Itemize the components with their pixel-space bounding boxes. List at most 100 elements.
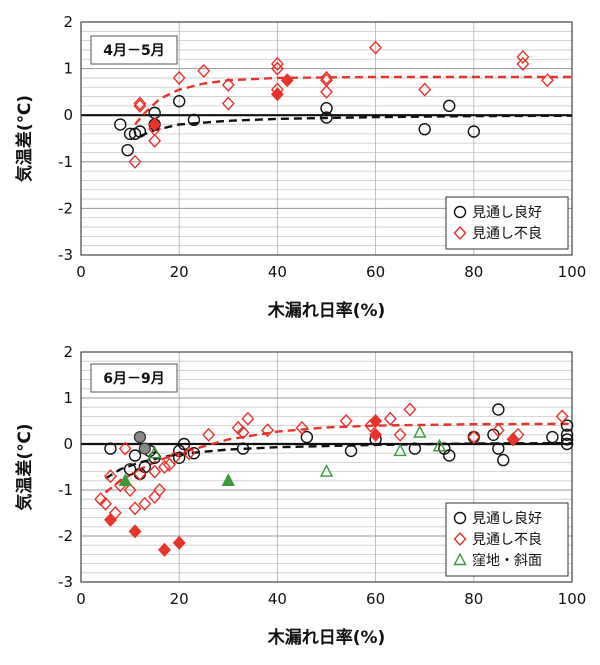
data-point-triangle (432, 438, 447, 452)
data-point-diamond-filled (148, 117, 162, 132)
data-point-circle (560, 419, 574, 432)
data-point-diamond-filled (158, 542, 171, 557)
legend-label: 見通し不良 (472, 226, 542, 242)
data-point-diamond (99, 496, 112, 511)
data-point-circle (172, 95, 186, 108)
data-point-diamond-filled (280, 73, 294, 88)
legend-label: 見通し良好 (472, 511, 542, 527)
x-tick-label: 100 (558, 590, 587, 608)
data-point-circle (492, 442, 505, 455)
x-tick-label: 80 (464, 263, 483, 281)
legend-box (445, 196, 569, 250)
data-point-circle (187, 447, 201, 460)
data-point-circle (497, 453, 510, 467)
plot-border (80, 21, 573, 256)
data-point-circle (104, 442, 117, 455)
data-point-diamond (393, 427, 407, 442)
data-point-triangle (393, 443, 407, 457)
x-axis-label: 木漏れ日率(%) (267, 300, 386, 321)
data-point-circle (114, 118, 127, 131)
data-point-diamond (172, 70, 186, 85)
data-point-triangle-filled (221, 473, 235, 486)
plot-border (80, 351, 573, 583)
data-point-diamond (516, 56, 530, 71)
data-point-diamond (236, 425, 250, 440)
x-tick-label: 80 (464, 590, 483, 608)
y-tick-label: -2 (58, 199, 73, 217)
data-point-diamond (516, 49, 530, 64)
y-tick-label: -3 (58, 246, 73, 264)
trend-line (104, 441, 573, 480)
data-point-circle (121, 143, 134, 157)
data-point-circle-filled (138, 442, 151, 455)
period-title: 6月－9月 (103, 371, 164, 387)
data-point-circle (177, 437, 191, 451)
period-title-box (90, 363, 178, 393)
data-point-triangle-filled (118, 473, 132, 486)
data-point-diamond (197, 63, 211, 78)
data-point-circle (408, 442, 422, 455)
data-point-diamond (403, 402, 417, 417)
data-point-diamond-filled (369, 413, 383, 429)
x-tick-label: 20 (170, 263, 189, 281)
data-point-diamond-filled (104, 512, 117, 527)
data-point-diamond (491, 423, 505, 438)
data-point-circle (300, 430, 314, 444)
data-point-circle (467, 125, 480, 138)
data-point-circle (492, 403, 505, 416)
trend-line (104, 422, 573, 494)
data-point-diamond (138, 496, 152, 511)
y-tick-label: 0 (63, 435, 73, 453)
x-tick-label: 100 (558, 263, 587, 281)
data-point-diamond (167, 450, 181, 465)
data-point-circle (560, 428, 574, 441)
data-point-diamond (221, 96, 235, 111)
data-point-circle (418, 122, 431, 136)
data-point-diamond (158, 459, 171, 475)
data-point-diamond (261, 423, 275, 438)
data-point-circle (172, 451, 186, 464)
x-tick-label: 40 (268, 590, 287, 608)
data-point-diamond (383, 411, 397, 426)
y-tick-label: -3 (58, 573, 73, 591)
data-point-circle (560, 437, 574, 451)
y-axis-label: 気温差(℃) (14, 423, 35, 511)
trend-line (134, 75, 572, 126)
data-point-circle (453, 205, 467, 219)
data-point-diamond (221, 77, 235, 92)
data-point-diamond (320, 70, 333, 85)
y-axis-label: 気温差(℃) (14, 95, 35, 183)
data-point-diamond (555, 409, 569, 424)
data-point-diamond (270, 56, 284, 71)
data-point-diamond (453, 531, 467, 547)
data-point-diamond-filled (128, 524, 142, 539)
x-tick-label: 0 (76, 590, 86, 608)
data-point-diamond (148, 464, 162, 479)
x-tick-label: 60 (366, 590, 385, 608)
data-point-circle (344, 444, 358, 458)
data-point-diamond (202, 427, 216, 442)
data-point-diamond (453, 225, 467, 241)
data-point-diamond (369, 40, 383, 55)
chart-panel-2: 210-1-2-30 20 40 60 80 100木漏れ日率(%)気温差(℃)6月－9月… (14, 343, 586, 648)
data-point-diamond (153, 482, 167, 498)
data-point-diamond (128, 154, 142, 169)
data-point-triangle (147, 445, 162, 459)
data-point-diamond (133, 466, 147, 481)
data-point-diamond-filled (369, 427, 383, 442)
data-point-diamond-filled (270, 87, 284, 102)
y-tick-label: -1 (58, 153, 73, 171)
data-point-circle (320, 102, 333, 115)
data-point-diamond (148, 133, 162, 148)
period-title: 4月－5月 (103, 43, 164, 59)
data-point-diamond (339, 413, 353, 429)
x-tick-label: 40 (268, 263, 287, 281)
chart-panel-1: 210-1-2-30 20 40 60 80 100木漏れ日率(%)気温差(℃)4月－5月… (14, 13, 586, 321)
data-point-diamond (118, 441, 132, 456)
legend-label: 窪地・斜面 (472, 552, 542, 569)
data-point-circle (133, 125, 147, 138)
y-tick-label: 1 (63, 60, 73, 78)
y-tick-label: 2 (63, 13, 73, 31)
data-point-circle (443, 99, 456, 113)
